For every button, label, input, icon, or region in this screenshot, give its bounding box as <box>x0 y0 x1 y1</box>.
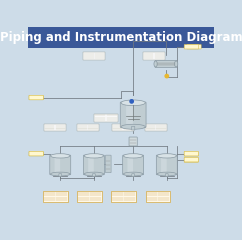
FancyBboxPatch shape <box>184 158 198 162</box>
FancyBboxPatch shape <box>155 60 177 67</box>
FancyBboxPatch shape <box>83 155 104 175</box>
FancyBboxPatch shape <box>43 191 68 202</box>
Ellipse shape <box>154 61 157 67</box>
FancyBboxPatch shape <box>92 174 95 176</box>
FancyBboxPatch shape <box>44 124 66 132</box>
Ellipse shape <box>121 100 145 106</box>
FancyBboxPatch shape <box>128 156 133 174</box>
FancyBboxPatch shape <box>112 124 134 132</box>
FancyBboxPatch shape <box>120 102 146 127</box>
FancyBboxPatch shape <box>156 155 177 175</box>
FancyBboxPatch shape <box>145 124 167 132</box>
FancyBboxPatch shape <box>54 156 60 174</box>
FancyBboxPatch shape <box>112 191 136 202</box>
FancyBboxPatch shape <box>28 27 214 48</box>
FancyBboxPatch shape <box>77 191 102 202</box>
FancyBboxPatch shape <box>143 52 165 60</box>
FancyBboxPatch shape <box>59 174 62 176</box>
FancyBboxPatch shape <box>123 155 144 175</box>
Circle shape <box>130 100 133 103</box>
FancyBboxPatch shape <box>131 126 135 130</box>
FancyBboxPatch shape <box>77 124 99 132</box>
Ellipse shape <box>174 61 178 67</box>
FancyBboxPatch shape <box>161 156 167 174</box>
Ellipse shape <box>84 154 104 158</box>
FancyBboxPatch shape <box>94 114 118 122</box>
Ellipse shape <box>157 154 176 158</box>
FancyBboxPatch shape <box>29 151 43 156</box>
FancyBboxPatch shape <box>146 191 170 202</box>
Ellipse shape <box>123 154 143 158</box>
Text: Piping and Instrumentation Diagram: Piping and Instrumentation Diagram <box>0 31 242 44</box>
FancyBboxPatch shape <box>29 95 43 100</box>
FancyBboxPatch shape <box>166 174 168 176</box>
Ellipse shape <box>121 124 145 129</box>
FancyBboxPatch shape <box>184 152 198 156</box>
FancyBboxPatch shape <box>106 155 111 173</box>
Ellipse shape <box>84 172 104 176</box>
Ellipse shape <box>123 172 143 176</box>
Ellipse shape <box>51 154 70 158</box>
FancyBboxPatch shape <box>50 155 71 175</box>
FancyBboxPatch shape <box>88 156 94 174</box>
FancyBboxPatch shape <box>29 151 43 156</box>
FancyBboxPatch shape <box>126 102 133 127</box>
FancyBboxPatch shape <box>29 95 43 100</box>
FancyBboxPatch shape <box>184 151 198 156</box>
FancyBboxPatch shape <box>187 44 201 49</box>
Ellipse shape <box>51 172 70 176</box>
FancyBboxPatch shape <box>83 52 105 60</box>
Circle shape <box>165 74 168 78</box>
FancyBboxPatch shape <box>184 157 198 162</box>
Ellipse shape <box>157 172 176 176</box>
FancyBboxPatch shape <box>129 137 137 146</box>
FancyBboxPatch shape <box>132 174 135 176</box>
FancyBboxPatch shape <box>184 44 198 49</box>
